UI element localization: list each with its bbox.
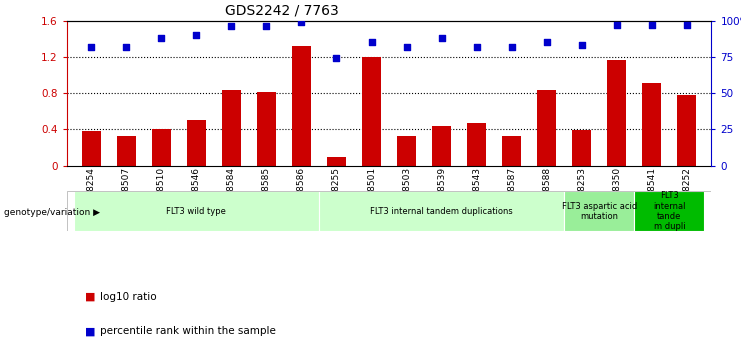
Text: FLT3 internal tandem duplications: FLT3 internal tandem duplications: [370, 207, 513, 216]
Text: genotype/variation ▶: genotype/variation ▶: [4, 208, 100, 217]
Bar: [677, 95, 697, 166]
Bar: [432, 126, 451, 166]
Text: log10 ratio: log10 ratio: [100, 292, 156, 302]
Bar: [82, 131, 101, 166]
Bar: [362, 57, 381, 166]
Text: FLT3
internal
tande
m dupli: FLT3 internal tande m dupli: [653, 191, 685, 231]
Bar: [292, 46, 311, 166]
Text: FLT3 wild type: FLT3 wild type: [167, 207, 226, 216]
Point: [436, 35, 448, 41]
Bar: [116, 136, 136, 166]
Bar: [397, 136, 416, 166]
Point: [296, 19, 308, 25]
Bar: [327, 157, 346, 166]
Point: [156, 35, 167, 41]
Point: [330, 56, 342, 61]
Text: GDS2242 / 7763: GDS2242 / 7763: [225, 3, 339, 18]
Point: [120, 44, 132, 50]
Bar: [502, 136, 521, 166]
Bar: [564, 191, 634, 231]
Text: ■: ■: [85, 326, 96, 336]
Bar: [73, 191, 319, 231]
Text: ■: ■: [85, 292, 96, 302]
Text: percentile rank within the sample: percentile rank within the sample: [100, 326, 276, 336]
Bar: [152, 129, 171, 166]
Text: FLT3 aspartic acid
mutation: FLT3 aspartic acid mutation: [562, 201, 637, 221]
Point: [401, 44, 413, 50]
Point: [365, 40, 377, 45]
Point: [646, 22, 658, 28]
Bar: [187, 120, 206, 166]
Bar: [607, 60, 626, 166]
Point: [681, 22, 693, 28]
Point: [505, 44, 517, 50]
Point: [611, 22, 622, 28]
Bar: [319, 191, 564, 231]
Bar: [257, 92, 276, 166]
Bar: [642, 83, 662, 166]
Point: [576, 42, 588, 48]
Point: [85, 44, 97, 50]
Point: [541, 40, 553, 45]
Bar: [634, 191, 705, 231]
Bar: [537, 90, 556, 166]
Bar: [467, 123, 486, 166]
Bar: [222, 90, 241, 166]
Bar: [572, 130, 591, 166]
Point: [225, 24, 237, 29]
Point: [190, 32, 202, 38]
Point: [471, 44, 482, 50]
Point: [261, 24, 273, 29]
